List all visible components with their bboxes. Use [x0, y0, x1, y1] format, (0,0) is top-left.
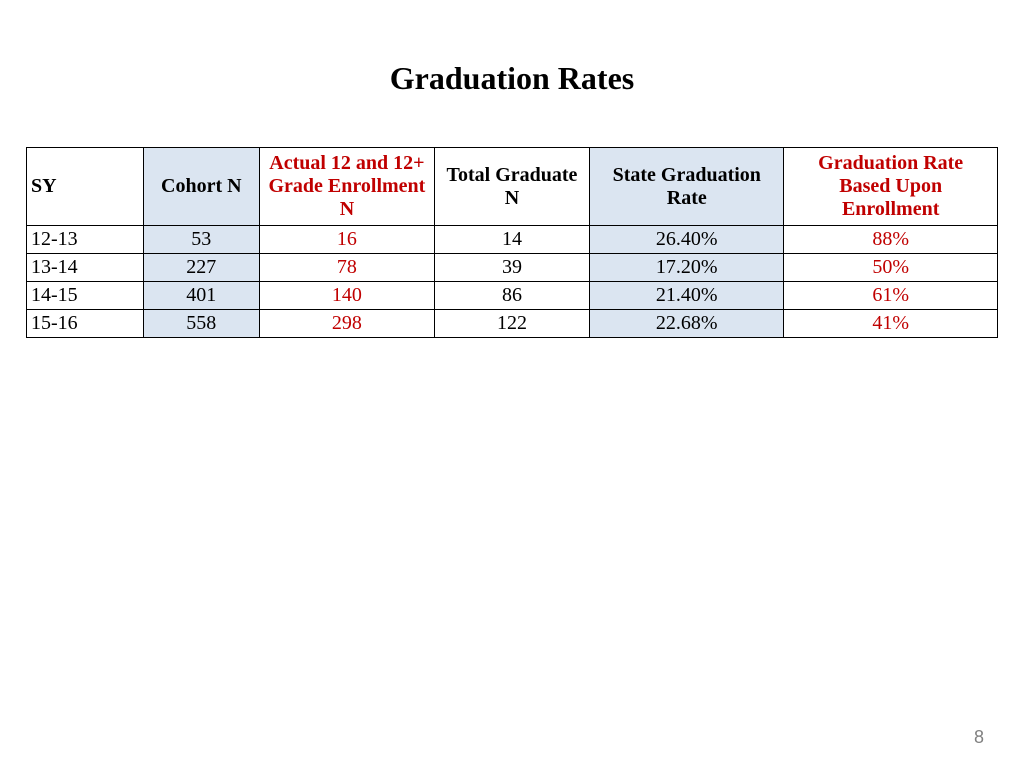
cell-state: 17.20% — [590, 254, 784, 282]
table-container: SY Cohort N Actual 12 and 12+ Grade Enro… — [0, 147, 1024, 338]
table-row: 13-14 227 78 39 17.20% 50% — [27, 254, 998, 282]
header-total: Total Graduate N — [434, 148, 589, 226]
graduation-rates-table: SY Cohort N Actual 12 and 12+ Grade Enro… — [26, 147, 998, 338]
header-grad: Graduation Rate Based Upon Enrollment — [784, 148, 998, 226]
header-cohort: Cohort N — [143, 148, 260, 226]
cell-state: 22.68% — [590, 310, 784, 338]
cell-actual: 298 — [260, 310, 435, 338]
cell-sy: 13-14 — [27, 254, 144, 282]
cell-cohort: 227 — [143, 254, 260, 282]
cell-grad: 50% — [784, 254, 998, 282]
cell-state: 21.40% — [590, 282, 784, 310]
cell-state: 26.40% — [590, 226, 784, 254]
cell-total: 39 — [434, 254, 589, 282]
header-sy: SY — [27, 148, 144, 226]
cell-cohort: 53 — [143, 226, 260, 254]
table-row: 12-13 53 16 14 26.40% 88% — [27, 226, 998, 254]
cell-total: 122 — [434, 310, 589, 338]
cell-grad: 88% — [784, 226, 998, 254]
page-number: 8 — [974, 727, 984, 748]
cell-actual: 78 — [260, 254, 435, 282]
cell-actual: 140 — [260, 282, 435, 310]
cell-cohort: 401 — [143, 282, 260, 310]
cell-cohort: 558 — [143, 310, 260, 338]
table-header-row: SY Cohort N Actual 12 and 12+ Grade Enro… — [27, 148, 998, 226]
cell-grad: 61% — [784, 282, 998, 310]
cell-sy: 12-13 — [27, 226, 144, 254]
table-row: 15-16 558 298 122 22.68% 41% — [27, 310, 998, 338]
cell-actual: 16 — [260, 226, 435, 254]
header-state: State Graduation Rate — [590, 148, 784, 226]
cell-sy: 15-16 — [27, 310, 144, 338]
cell-total: 14 — [434, 226, 589, 254]
cell-sy: 14-15 — [27, 282, 144, 310]
cell-total: 86 — [434, 282, 589, 310]
page-title: Graduation Rates — [0, 0, 1024, 147]
header-actual: Actual 12 and 12+ Grade Enrollment N — [260, 148, 435, 226]
cell-grad: 41% — [784, 310, 998, 338]
table-row: 14-15 401 140 86 21.40% 61% — [27, 282, 998, 310]
